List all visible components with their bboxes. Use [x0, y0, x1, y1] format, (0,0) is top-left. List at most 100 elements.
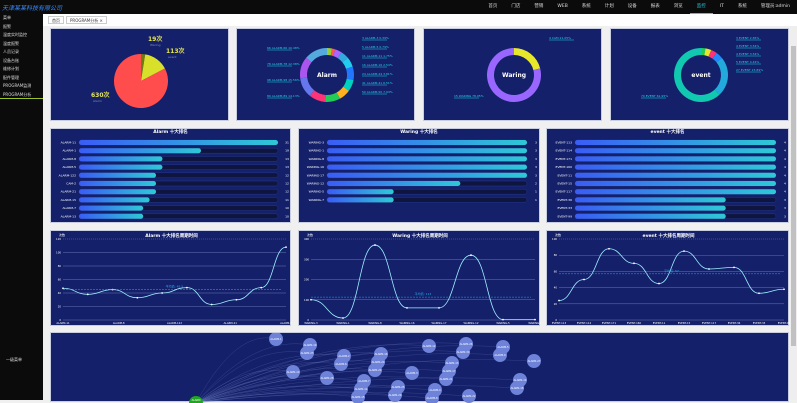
data-point	[783, 288, 785, 291]
graph-node-label: ALARM-6	[335, 362, 347, 366]
scrollbar-thumb[interactable]	[791, 46, 796, 346]
bar-category-label: WARING-7	[309, 198, 324, 202]
graph-node-label: ALARM-9	[494, 353, 506, 357]
panel-title: Alarm 十大排名	[153, 130, 188, 135]
bar-value-label: 4	[784, 190, 786, 194]
x-tick-label: ALARM-122	[167, 321, 182, 325]
donut-slice	[704, 48, 712, 57]
sidebar-item[interactable]: 配件管理	[3, 74, 19, 80]
donut-slice	[306, 48, 327, 63]
sidebar-item[interactable]: 人员记录	[3, 49, 19, 54]
bar-value-label: 4	[784, 182, 786, 186]
graph-node-label: ALARM-28	[321, 376, 334, 380]
graph-node-label: ALARM-2	[338, 354, 350, 358]
graph-node-label: ALARM-29	[389, 393, 402, 397]
alarm-line-panel: Alarm 十大排名周期时间 次数 0 20 40 60 80 100 120 ALARM-11 A…	[50, 230, 292, 326]
bar-category-label: ALARM-1	[62, 149, 76, 153]
bar-category-label: ALARM-11	[61, 141, 77, 145]
panel-title: event 十大排名	[650, 130, 685, 135]
x-tick-label: ALARM-21	[224, 321, 238, 325]
data-point	[658, 282, 660, 285]
graph-edge	[195, 369, 294, 403]
nav-item[interactable]: 浏览	[673, 4, 683, 9]
sidebar-item[interactable]: 报警	[3, 23, 11, 29]
bar-category-label: EVENT-113	[556, 141, 573, 145]
pie-name-label: Waring	[150, 43, 161, 47]
nav-item[interactable]: 系统	[737, 4, 747, 9]
chart-title: Waring 十大排名周期时间	[392, 232, 448, 239]
bar-category-label: WARING-8	[309, 157, 324, 161]
data-point	[342, 317, 344, 319]
graph-node-label: ALARM-24	[369, 368, 382, 372]
nav-item[interactable]: WEB	[557, 4, 568, 9]
bar-value-label: 12	[285, 173, 289, 177]
nav-item[interactable]: 首页	[488, 4, 498, 9]
donut-label: 4 EVENT 3.54%	[736, 44, 759, 48]
sidebar-item[interactable]: 设备台账	[3, 57, 19, 63]
pie-slice	[141, 54, 165, 81]
sidebar-item[interactable]: 一级菜单	[6, 357, 22, 362]
bar-value-label: 3	[535, 149, 537, 153]
x-tick-label: WARING-1	[336, 321, 350, 325]
bar-value-label: 12	[285, 190, 289, 194]
bar-value-label: 3	[535, 165, 537, 169]
sidebar-item[interactable]: PROGRAM监测	[3, 83, 32, 88]
bar-value-label: 31	[285, 141, 289, 145]
y-tick-label: 200	[304, 278, 309, 282]
data-point	[260, 286, 263, 289]
donut-label: 4 EVENT 3.54%	[736, 52, 759, 56]
nav-item[interactable]: 报表	[650, 4, 660, 9]
nav-item[interactable]: 监控	[689, 0, 713, 14]
sidebar-item[interactable]: 菜单	[3, 15, 11, 20]
bar	[327, 197, 394, 203]
bar-category-label: EVENT-33	[557, 206, 572, 210]
data-point	[733, 266, 735, 269]
nav-item[interactable]: 门店	[511, 4, 521, 9]
bar	[327, 181, 461, 186]
user-menu[interactable]: 管理员:admin	[760, 4, 790, 9]
graph-node-label: ALARM-16	[375, 352, 388, 356]
bar-value-label: 4	[784, 157, 786, 161]
nav-item[interactable]: 计划	[604, 4, 614, 9]
scrollbar[interactable]	[790, 26, 797, 400]
bar	[79, 156, 163, 162]
bar	[575, 156, 776, 162]
graph-node-label: ALARM-5	[497, 345, 509, 349]
graph-node	[493, 348, 507, 362]
donut-slice	[346, 66, 354, 81]
waring-ranking-panel: Waring 十大排名 WARING-3 3 WARING-1 3 WARING-8 3 WA…	[298, 128, 540, 223]
data-point	[683, 250, 685, 253]
tab[interactable]: 首页	[48, 16, 64, 24]
data-point	[136, 296, 139, 299]
sidebar-item[interactable]: 温度报警	[3, 40, 19, 46]
nav-item[interactable]: IT	[719, 4, 724, 9]
donut-slice	[333, 49, 342, 59]
sidebar-item[interactable]: PROGRAM分析	[0, 91, 43, 99]
bar-value-label: 3	[535, 157, 537, 161]
bar-value-label: 2	[535, 182, 537, 186]
sidebar-item[interactable]: 维修计划	[3, 66, 19, 71]
bar-value-label: 4	[784, 141, 786, 145]
tab[interactable]: PROGRAM分析 ×	[66, 16, 107, 24]
bar	[575, 172, 776, 178]
donut-label: 11 ALARM-11 1.75%	[362, 54, 393, 58]
top-nav: 首页 门店 营销 WEB 系统 计划 设备 报表 浏览 监控 IT 系统 管理员:admin	[481, 0, 797, 14]
data-point	[235, 298, 238, 301]
donut-label: 5 ALARM-5 0.79%	[362, 45, 389, 49]
bar	[575, 181, 776, 186]
graph-edge	[195, 362, 342, 403]
chart-title: event 十大排名周期时间	[643, 232, 695, 239]
graph-node-label: ALARM-14	[514, 378, 527, 382]
bar-category-label: CAM-2	[66, 182, 76, 186]
sidebar-item[interactable]: 温度实时监控	[3, 32, 27, 37]
y-tick-label: 40	[554, 286, 558, 290]
bar	[79, 164, 163, 170]
nav-item[interactable]: 营销	[534, 4, 544, 9]
donut-label: 27 EVENT 23.89%	[736, 68, 763, 72]
nav-item[interactable]: 系统	[581, 4, 591, 9]
relation-graph-panel[interactable]: ALARM-1 ALARM-2 ALARM-3 ALARM-4 ALARM-5 ALARM…	[50, 332, 789, 403]
bar	[575, 189, 776, 195]
graph-node	[320, 371, 334, 385]
nav-item[interactable]: 设备	[627, 4, 637, 9]
data-point	[210, 303, 213, 306]
